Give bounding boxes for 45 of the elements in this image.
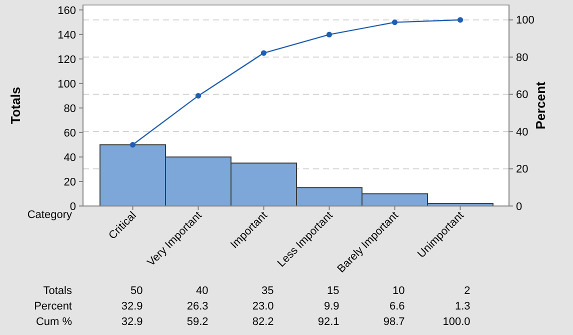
- y-tick-label: 160: [58, 4, 76, 17]
- point: [326, 32, 332, 38]
- y-tick-label: 40: [64, 152, 76, 164]
- y2-tick-label: 0: [516, 200, 522, 213]
- text: 1.3: [454, 300, 470, 312]
- data-label: 35: [262, 284, 274, 297]
- data-label: 32.9: [121, 316, 143, 328]
- y-tick-label: 80: [64, 102, 76, 115]
- point: [457, 17, 464, 23]
- data-label: 82.2: [252, 316, 274, 328]
- data-label: 2: [464, 284, 470, 297]
- y2-tick-label: 40: [516, 126, 528, 138]
- text: 32.9: [121, 300, 143, 312]
- text: Totals: [43, 284, 72, 297]
- text: 6.6: [389, 300, 405, 312]
- text: Cum %: [36, 316, 72, 328]
- data-label: 50: [130, 284, 143, 297]
- text: 26.3: [186, 300, 208, 312]
- y2-tick-label: 100: [516, 14, 534, 27]
- data-label: 10: [392, 284, 405, 297]
- y-tick-label: 140: [58, 29, 76, 42]
- data-label: 15: [327, 284, 340, 297]
- data-label: 40: [196, 284, 208, 297]
- y2-tick-label: 80: [516, 52, 528, 64]
- x-axis-title: Category: [27, 209, 72, 221]
- y2-tick-label: 60: [516, 89, 528, 102]
- point: [195, 93, 202, 99]
- data-label: 59.2: [186, 316, 208, 328]
- y2-tick-label: 20: [516, 164, 528, 176]
- y-axis-title: Totals: [8, 86, 23, 124]
- y-tick-label: 20: [64, 176, 76, 188]
- point: [392, 20, 398, 26]
- y-tick-label: 100: [58, 78, 76, 90]
- y-tick-label: 120: [58, 54, 76, 66]
- y-tick-label: 0: [70, 200, 76, 213]
- data-label: 98.7: [383, 316, 405, 328]
- text: 23.0: [252, 300, 274, 312]
- text: 9.9: [324, 300, 340, 312]
- text: Percent: [34, 300, 72, 312]
- data-label: 92.1: [318, 316, 340, 328]
- data-label: 100.0: [442, 316, 470, 328]
- point: [130, 142, 136, 148]
- y-tick-label: 60: [64, 127, 76, 140]
- point: [260, 50, 267, 56]
- y2-axis-title: Percent: [533, 80, 548, 130]
